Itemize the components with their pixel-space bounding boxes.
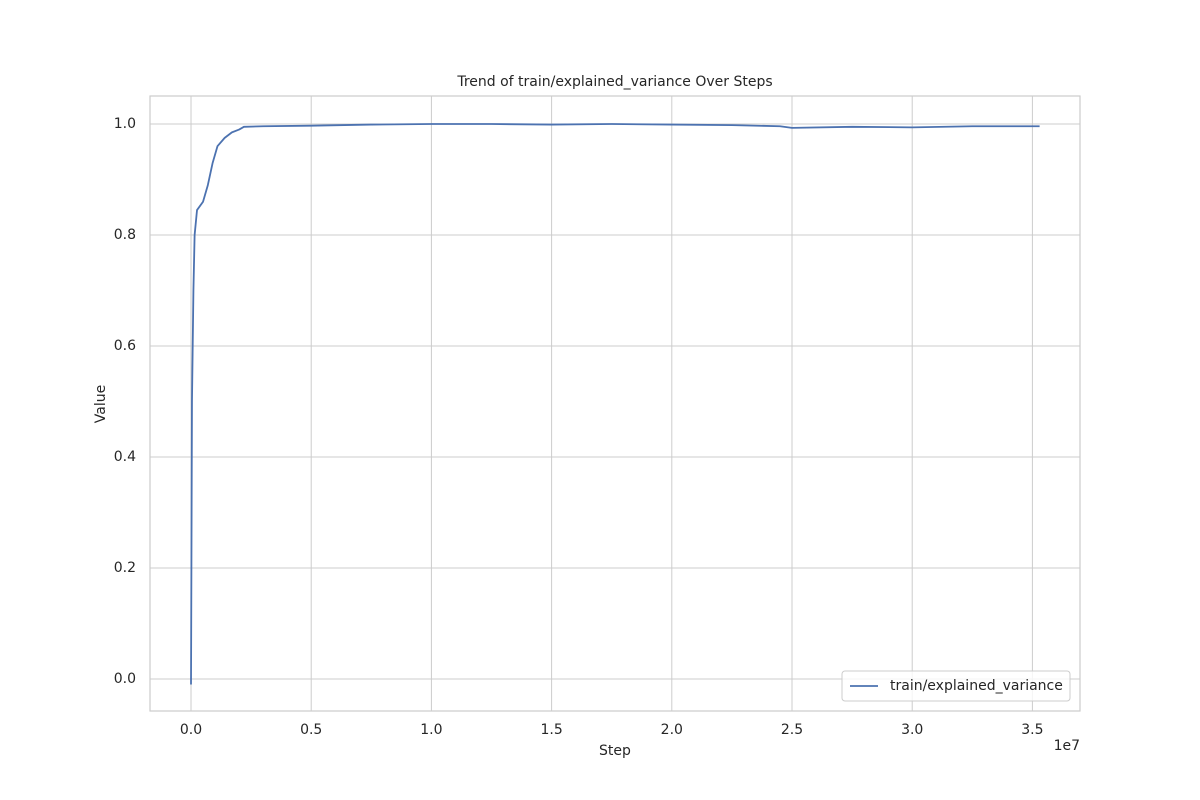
x-tick-label: 0.0 xyxy=(180,722,202,738)
x-tick-label: 0.5 xyxy=(300,722,322,738)
legend-box xyxy=(841,670,1071,702)
plot-area xyxy=(149,95,1081,712)
x-tick-label: 1.0 xyxy=(420,722,442,738)
y-tick-label: 0.2 xyxy=(114,560,136,576)
x-tick-label: 2.5 xyxy=(781,722,803,738)
chart-title: Trend of train/explained_variance Over S… xyxy=(456,74,772,90)
legend-label: train/explained_variance xyxy=(890,678,1063,694)
x-tick-label: 2.0 xyxy=(661,722,683,738)
x-tick-label: 3.5 xyxy=(1021,722,1043,738)
x-offset-label: 1e7 xyxy=(1054,738,1080,754)
y-tick-label: 0.0 xyxy=(114,671,136,687)
y-tick-label: 0.6 xyxy=(114,338,136,354)
x-tick-label: 3.0 xyxy=(901,722,923,738)
x-tick-label: 1.5 xyxy=(540,722,562,738)
y-tick-label: 0.4 xyxy=(114,449,136,465)
y-axis-label: Value xyxy=(93,385,109,423)
x-axis-label: Step xyxy=(599,743,631,759)
series-line xyxy=(190,123,1040,685)
y-tick-label: 1.0 xyxy=(114,116,136,132)
y-tick-label: 0.8 xyxy=(114,227,136,243)
